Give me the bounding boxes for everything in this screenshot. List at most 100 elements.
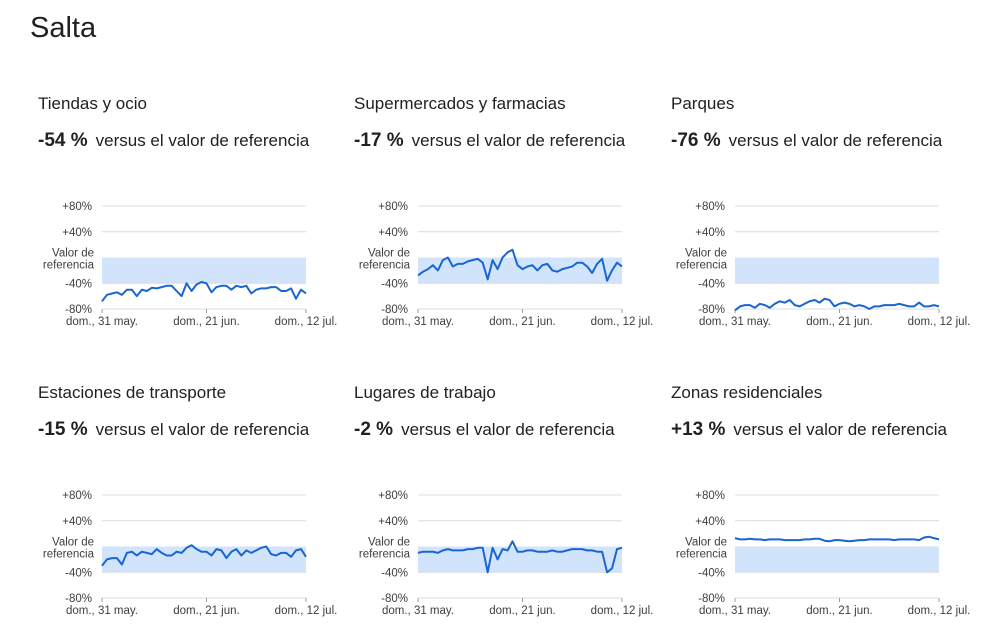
chart-panel-residenciales: Zonas residenciales +13 % versus el valor… <box>663 383 983 643</box>
data-point <box>868 308 870 310</box>
chart-title: Estaciones de transporte <box>38 383 227 402</box>
summary-value: -54 % <box>38 130 88 151</box>
y-tick-label: +40% <box>62 227 92 239</box>
data-point <box>522 268 524 270</box>
chart-title: Parques <box>671 94 735 113</box>
chart-panel-transporte: Estaciones de transporte -15 % versus el … <box>30 383 350 643</box>
data-point <box>893 539 895 541</box>
data-point <box>146 552 148 554</box>
data-point <box>744 304 746 306</box>
x-tick-label: dom., 31 may. <box>382 605 454 617</box>
data-point <box>744 538 746 540</box>
data-point <box>517 264 519 266</box>
baseline-label: Valor de <box>368 537 410 549</box>
data-point <box>888 304 890 306</box>
data-point <box>507 549 509 551</box>
data-point <box>596 263 598 265</box>
data-point <box>759 538 761 540</box>
data-point <box>427 268 429 270</box>
data-point <box>507 251 509 253</box>
data-point <box>536 269 538 271</box>
data-point <box>176 551 178 553</box>
data-point <box>576 548 578 550</box>
data-point <box>814 299 816 301</box>
data-point <box>512 540 514 542</box>
data-point <box>898 538 900 540</box>
chart-panel-trabajo: Lugares de trabajo -2 % versus el valor d… <box>346 383 666 643</box>
data-point <box>181 295 183 297</box>
data-point <box>536 551 538 553</box>
data-point <box>462 263 464 265</box>
data-point <box>779 538 781 540</box>
data-point <box>616 262 618 264</box>
data-point <box>186 547 188 549</box>
data-point <box>938 305 940 307</box>
data-point <box>220 549 222 551</box>
summary-text: versus el valor de referencia <box>95 420 310 439</box>
baseline-label: referencia <box>359 549 411 561</box>
data-point <box>161 552 163 554</box>
data-point <box>908 305 910 307</box>
data-point <box>136 295 138 297</box>
data-point <box>472 548 474 550</box>
data-point <box>101 565 103 567</box>
data-point <box>819 538 821 540</box>
data-point <box>794 539 796 541</box>
x-tick-label: dom., 12 jul. <box>275 605 338 617</box>
data-point <box>566 267 568 269</box>
data-point <box>462 549 464 551</box>
data-point <box>581 262 583 264</box>
data-point <box>146 290 148 292</box>
y-tick-label: -80% <box>381 304 408 316</box>
data-point <box>883 304 885 306</box>
data-point <box>467 260 469 262</box>
data-point <box>883 538 885 540</box>
data-point <box>240 286 242 288</box>
series-line <box>734 535 940 543</box>
data-point <box>121 294 123 296</box>
data-point <box>739 305 741 307</box>
x-tick-label: dom., 21 jun. <box>489 605 555 617</box>
summary-text: versus el valor de referencia <box>411 131 626 150</box>
summary-text: versus el valor de referencia <box>95 131 310 150</box>
data-point <box>873 305 875 307</box>
data-point <box>863 305 865 307</box>
data-point <box>616 548 618 550</box>
data-point <box>245 285 247 287</box>
baseline-band <box>102 257 306 284</box>
data-point <box>201 281 203 283</box>
baseline-band <box>735 546 939 573</box>
y-tick-label: +40% <box>695 227 725 239</box>
data-point <box>270 286 272 288</box>
data-point <box>527 549 529 551</box>
data-point <box>211 555 213 557</box>
data-point <box>111 557 113 559</box>
data-point <box>452 549 454 551</box>
data-point <box>913 305 915 307</box>
baseline-label: Valor de <box>685 537 727 549</box>
baseline-label: referencia <box>676 260 728 272</box>
data-point <box>928 305 930 307</box>
summary-text: versus el valor de referencia <box>733 420 947 439</box>
data-point <box>541 264 543 266</box>
x-tick-label: dom., 12 jul. <box>275 316 338 328</box>
data-point <box>848 540 850 542</box>
data-point <box>432 551 434 553</box>
data-point <box>240 555 242 557</box>
data-point <box>576 262 578 264</box>
data-point <box>245 549 247 551</box>
data-point <box>290 556 292 558</box>
data-point <box>918 539 920 541</box>
data-point <box>126 552 128 554</box>
data-point <box>784 539 786 541</box>
x-tick-label: dom., 31 may. <box>699 605 771 617</box>
y-tick-label: +80% <box>695 201 725 213</box>
data-point <box>417 275 419 277</box>
data-point <box>457 549 459 551</box>
data-point <box>181 552 183 554</box>
baseline-band <box>102 546 306 573</box>
data-point <box>804 303 806 305</box>
y-tick-label: -40% <box>65 567 92 579</box>
data-point <box>809 300 811 302</box>
